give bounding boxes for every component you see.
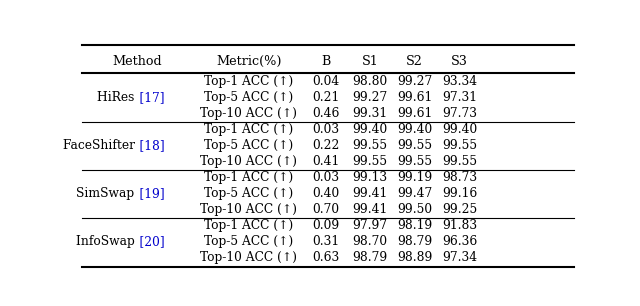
Text: [19]: [19] [137,187,164,200]
Text: FaceShifter: FaceShifter [63,139,137,152]
Text: 99.41: 99.41 [353,203,388,216]
Text: 97.31: 97.31 [442,91,477,104]
Text: 99.25: 99.25 [442,203,477,216]
Text: Method: Method [112,55,162,68]
Text: 93.34: 93.34 [442,75,477,88]
Text: 0.40: 0.40 [312,187,339,200]
Text: 98.80: 98.80 [353,75,388,88]
Text: 99.55: 99.55 [397,139,433,152]
Text: InfoSwap: InfoSwap [76,235,137,248]
Text: 99.55: 99.55 [442,139,477,152]
Text: Top-1 ACC (↑): Top-1 ACC (↑) [204,171,293,184]
Text: 97.34: 97.34 [442,251,477,264]
Text: 0.22: 0.22 [312,139,339,152]
Text: Metric(%): Metric(%) [216,55,282,68]
Text: 99.61: 99.61 [397,91,433,104]
Text: Top-1 ACC (↑): Top-1 ACC (↑) [204,219,293,232]
Text: Top-10 ACC (↑): Top-10 ACC (↑) [200,155,297,168]
Text: [17]: [17] [137,91,164,104]
Text: Top-10 ACC (↑): Top-10 ACC (↑) [200,251,297,264]
Text: FaceShifter [18]: FaceShifter [18] [86,139,188,152]
Text: S2: S2 [406,55,423,68]
Text: SimSwap: SimSwap [76,187,137,200]
Text: 0.63: 0.63 [312,251,339,264]
Text: 99.40: 99.40 [353,123,388,136]
Text: 99.50: 99.50 [397,203,433,216]
Text: [18]: [18] [137,139,164,152]
Text: 98.70: 98.70 [353,235,388,248]
Text: 0.03: 0.03 [312,171,339,184]
Text: 99.40: 99.40 [442,123,477,136]
Text: 0.46: 0.46 [312,107,339,120]
Text: 99.55: 99.55 [353,155,388,168]
Text: SimSwap [19]: SimSwap [19] [93,187,180,200]
Text: Top-10 ACC (↑): Top-10 ACC (↑) [200,203,297,216]
Text: 97.97: 97.97 [353,219,388,232]
Text: 97.73: 97.73 [442,107,477,120]
Text: Top-5 ACC (↑): Top-5 ACC (↑) [204,139,293,152]
Text: S3: S3 [451,55,468,68]
Text: 99.40: 99.40 [397,123,433,136]
Text: 0.03: 0.03 [312,123,339,136]
Text: 98.79: 98.79 [397,235,433,248]
Text: 98.19: 98.19 [397,219,433,232]
Text: 99.16: 99.16 [442,187,477,200]
Text: 98.89: 98.89 [397,251,433,264]
Text: [20]: [20] [137,235,164,248]
Text: 0.70: 0.70 [312,203,339,216]
Text: InfoSwap [20]: InfoSwap [20] [93,235,181,248]
Text: HiRes: HiRes [97,91,137,104]
Text: 99.61: 99.61 [397,107,433,120]
Text: 99.55: 99.55 [397,155,433,168]
Text: 99.27: 99.27 [353,91,388,104]
Text: Top-1 ACC (↑): Top-1 ACC (↑) [204,123,293,136]
Text: 0.04: 0.04 [312,75,339,88]
Text: 99.31: 99.31 [353,107,388,120]
Text: 0.09: 0.09 [312,219,339,232]
Text: B: B [321,55,330,68]
Text: 99.27: 99.27 [397,75,433,88]
Text: 98.73: 98.73 [442,171,477,184]
Text: Top-5 ACC (↑): Top-5 ACC (↑) [204,91,293,104]
Text: 0.41: 0.41 [312,155,339,168]
Text: 99.19: 99.19 [397,171,433,184]
Text: 99.41: 99.41 [353,187,388,200]
Text: 98.79: 98.79 [353,251,388,264]
Text: S1: S1 [362,55,378,68]
Text: 99.13: 99.13 [353,171,388,184]
Text: 0.31: 0.31 [312,235,339,248]
Text: Top-5 ACC (↑): Top-5 ACC (↑) [204,187,293,200]
Text: 99.47: 99.47 [397,187,433,200]
Text: 99.55: 99.55 [442,155,477,168]
Text: 96.36: 96.36 [442,235,477,248]
Text: Top-5 ACC (↑): Top-5 ACC (↑) [204,235,293,248]
Text: 0.21: 0.21 [312,91,339,104]
Text: HiRes [17]: HiRes [17] [104,91,170,104]
Text: Top-10 ACC (↑): Top-10 ACC (↑) [200,107,297,120]
Text: 99.55: 99.55 [353,139,388,152]
Text: 91.83: 91.83 [442,219,477,232]
Text: Top-1 ACC (↑): Top-1 ACC (↑) [204,75,293,88]
